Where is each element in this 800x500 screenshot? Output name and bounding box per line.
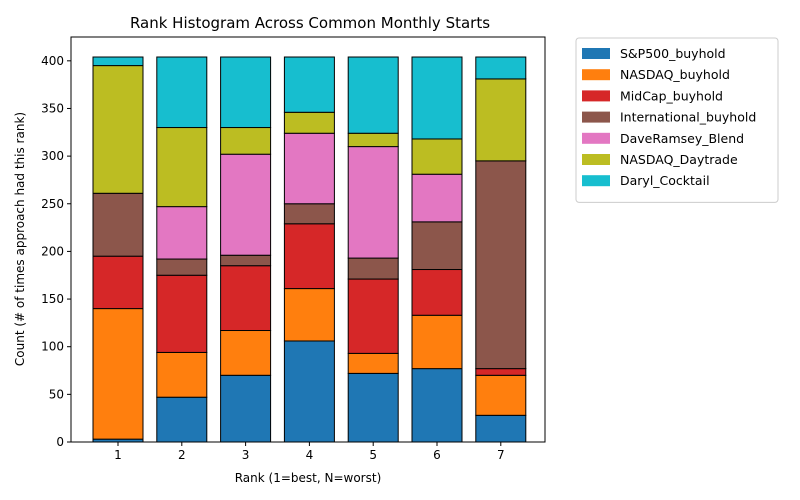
legend-swatch [582,175,610,187]
y-tick-label: 200 [41,244,64,258]
bar-segment [156,396,208,443]
bar-segment [283,340,335,443]
bar-segment [347,132,399,148]
bar-segment [475,78,527,162]
axes-layer: 0 50 100 150 200 250 300 350 400 1 2 3 4 5 6 7 [41,36,546,462]
bar-segment [220,153,272,256]
bar-segment [283,203,335,225]
legend-label: International_buyhold [620,110,756,125]
x-axis-label: Rank (1=best, N=worst) [235,471,382,485]
legend-label: NASDAQ_buyhold [620,67,730,82]
bar-segment [156,206,208,260]
x-tick-label: 5 [369,448,377,462]
legend-swatch [582,132,610,144]
y-tick-label: 150 [41,292,64,306]
bar-segment [283,288,335,342]
bar-segment [92,65,144,194]
bar-segment [156,351,208,398]
chart-title: Rank Histogram Across Common Monthly Sta… [130,14,490,32]
bar-segment [475,368,527,376]
legend-swatch [582,111,610,123]
bar-segment [220,56,272,129]
bar-segment [92,255,144,310]
y-tick-label: 0 [56,435,64,449]
y-tick-label: 50 [49,387,64,401]
legend-swatch [582,48,610,59]
bar-segment [411,221,463,271]
bar-segment [220,254,272,267]
x-tick-label: 2 [178,448,186,462]
x-tick-label: 4 [306,448,314,462]
bar-segment [220,374,272,443]
bar-segment [283,111,335,134]
bar-segment [156,127,208,208]
x-tick-label: 3 [242,448,250,462]
bar-segment [283,56,335,113]
y-tick-label: 400 [41,54,64,68]
legend-swatch [582,90,610,102]
legend-label: Daryl_Cocktail [620,173,710,188]
bar-segment [283,132,335,205]
legend-box [575,37,779,203]
bar-segment [220,330,272,376]
y-axis-label: Count (# of times approach had this rank… [13,112,27,366]
bar-segment [347,257,399,280]
bar-segment [220,265,272,332]
bar-segment [347,352,399,374]
legend: S&P500_buyhold NASDAQ_buyhold MidCap_buyho… [575,37,779,203]
legend-label: S&P500_buyhold [620,46,726,61]
legend-label: MidCap_buyhold [620,88,723,103]
x-tick-label: 1 [114,448,122,462]
bar-segment [220,127,272,155]
bar-segment [92,308,144,440]
bars-layer [92,56,527,443]
bar-segment [347,146,399,259]
x-tick-label: 7 [497,448,505,462]
x-tick-label: 6 [433,448,441,462]
bar-segment [156,274,208,353]
bar-segment [411,138,463,175]
bar-segment [411,173,463,223]
bar-segment [156,258,208,276]
bar-segment [92,56,144,67]
bar-segment [347,56,399,134]
bar-segment [475,160,527,370]
y-tick-label: 100 [41,340,64,354]
bar-segment [411,56,463,140]
legend-swatch [582,69,610,81]
bar-segment [283,223,335,290]
legend-label: NASDAQ_Daytrade [620,152,738,167]
bar-segment [475,374,527,416]
bar-segment [92,192,144,257]
bar-segment [347,372,399,443]
y-tick-label: 300 [41,149,64,163]
y-tick-label: 350 [41,101,64,115]
bar-segment [411,269,463,316]
legend-label: DaveRamsey_Blend [620,131,744,146]
bar-segment [156,56,208,129]
plot-border [70,36,546,443]
y-tick-label: 250 [41,197,64,211]
bar-segment [347,278,399,354]
bar-segment [475,56,527,80]
bar-segment [475,414,527,443]
bar-segment [411,314,463,370]
bar-segment [411,368,463,443]
legend-swatch [582,154,610,165]
